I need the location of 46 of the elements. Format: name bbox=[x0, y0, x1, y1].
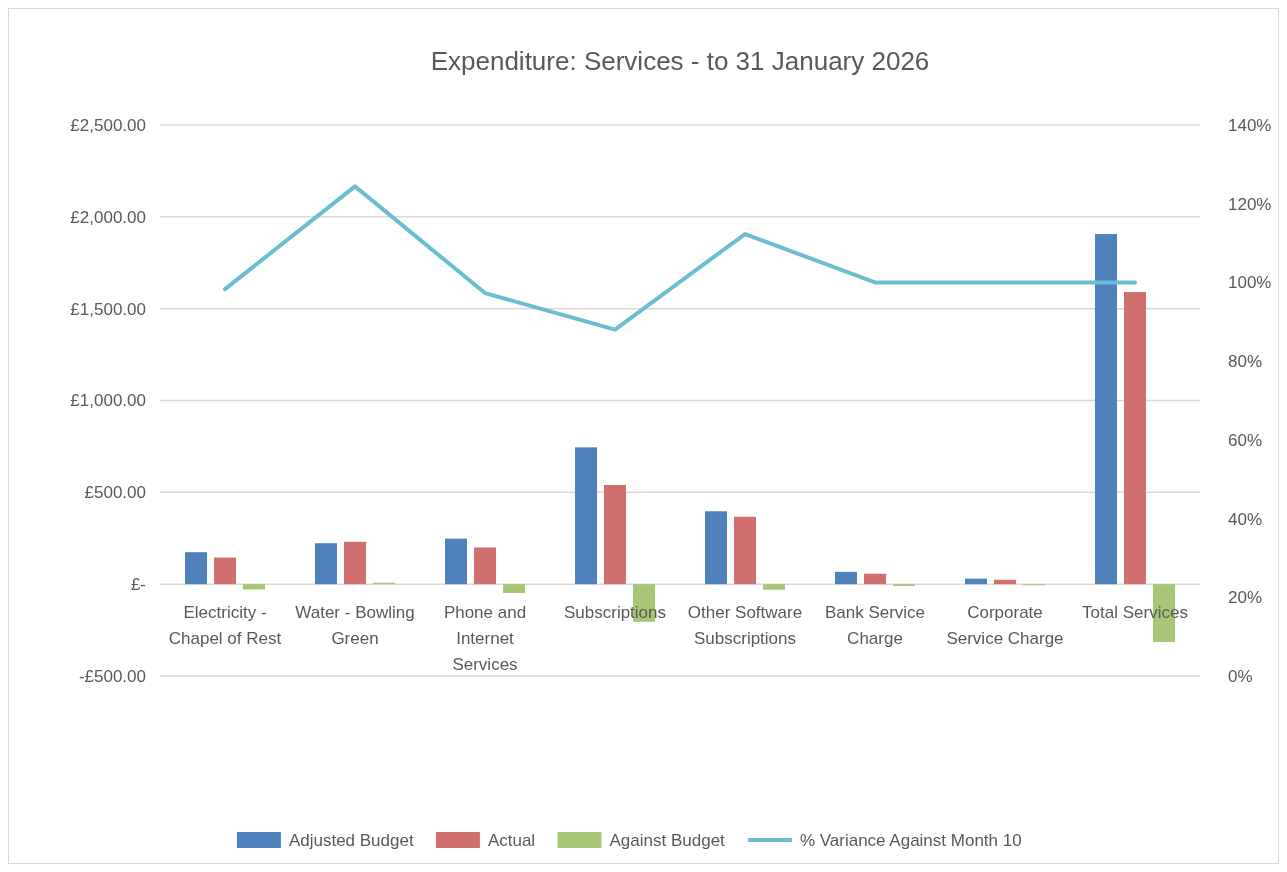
bar bbox=[214, 557, 236, 585]
bar bbox=[503, 584, 525, 593]
bar bbox=[864, 573, 886, 585]
y-tick-label: £2,000.00 bbox=[70, 207, 146, 227]
bar bbox=[315, 543, 337, 585]
bar bbox=[965, 578, 987, 585]
y2-tick-label: 60% bbox=[1228, 430, 1263, 450]
y-tick-label: £2,500.00 bbox=[70, 115, 146, 135]
x-tick-label: Phone and Internet Services bbox=[443, 603, 527, 675]
line-series bbox=[223, 184, 1137, 332]
y2-tick-label: 120% bbox=[1228, 194, 1272, 214]
chart-title: Expenditure: Services - to 31 January 2026 bbox=[430, 46, 930, 76]
legend-label: Against Budget bbox=[609, 830, 726, 850]
y-tick-label: -£500.00 bbox=[78, 666, 146, 686]
legend-label: % Variance Against Month 10 bbox=[799, 830, 1022, 850]
legend-label: Actual bbox=[487, 830, 536, 850]
bar bbox=[734, 516, 756, 585]
y2-tick-label: 20% bbox=[1228, 588, 1263, 608]
bar bbox=[1095, 234, 1117, 585]
x-tick-label: Bank Service Charge bbox=[824, 603, 926, 649]
y2-tick-label: 140% bbox=[1228, 115, 1272, 135]
y-tick-label: £- bbox=[130, 575, 146, 595]
x-tick-label: Other Software Subscriptions bbox=[687, 603, 803, 649]
y2-tick-label: 0% bbox=[1228, 666, 1253, 686]
y-tick-label: £1,500.00 bbox=[70, 299, 146, 319]
bar bbox=[705, 511, 727, 585]
legend-label: Adjusted Budget bbox=[288, 830, 414, 850]
y-tick-label: £1,000.00 bbox=[70, 391, 146, 411]
bar bbox=[604, 484, 626, 585]
x-tick-label: Water - Bowling Green bbox=[295, 603, 415, 649]
y-tick-label: £500.00 bbox=[84, 483, 146, 503]
bar bbox=[1124, 291, 1146, 585]
bar bbox=[994, 579, 1016, 585]
x-tick-label: Electricity - Chapel of Rest bbox=[168, 603, 282, 649]
bar bbox=[445, 538, 467, 585]
x-tick-label: Corporate Service Charge bbox=[946, 603, 1064, 649]
y2-tick-label: 40% bbox=[1228, 509, 1263, 529]
bar bbox=[575, 447, 597, 585]
y2-tick-label: 80% bbox=[1228, 352, 1263, 372]
bar bbox=[763, 584, 785, 590]
bar bbox=[185, 552, 207, 585]
y2-tick-label: 100% bbox=[1228, 273, 1272, 293]
bar bbox=[835, 571, 857, 585]
bar bbox=[474, 547, 496, 585]
bar bbox=[344, 541, 366, 585]
bar bbox=[243, 584, 265, 590]
